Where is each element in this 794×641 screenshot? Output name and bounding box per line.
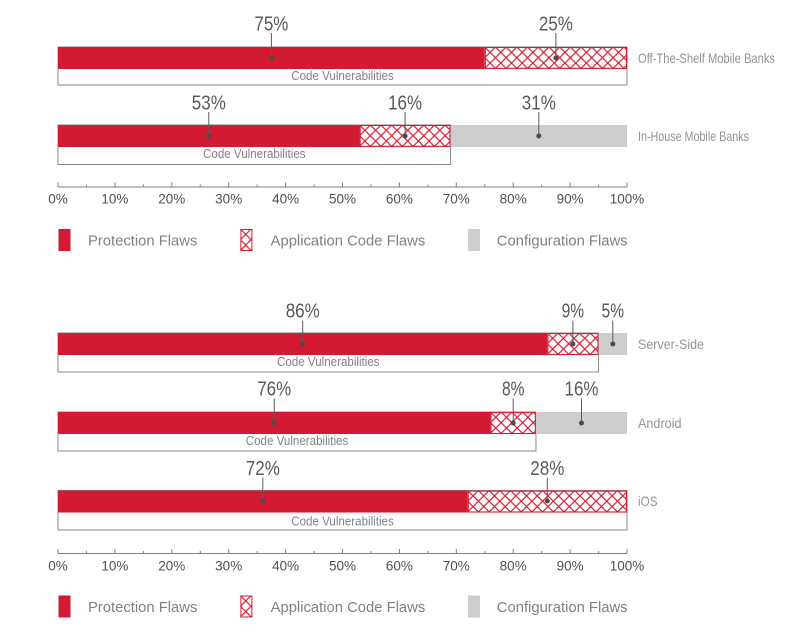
svg-text:16%: 16% [565,379,599,401]
svg-text:90%: 90% [557,559,584,574]
svg-text:20%: 20% [158,559,185,574]
svg-text:0%: 0% [48,192,68,207]
svg-text:90%: 90% [557,192,584,207]
svg-text:In-House Mobile Banks: In-House Mobile Banks [638,128,749,144]
svg-text:Code Vulnerabilities: Code Vulnerabilities [291,514,394,529]
svg-text:100%: 100% [610,192,645,207]
svg-text:8%: 8% [502,379,525,401]
svg-text:Configuration Flaws: Configuration Flaws [497,234,628,250]
svg-text:Configuration Flaws: Configuration Flaws [497,600,628,616]
svg-text:72%: 72% [246,458,280,480]
svg-text:0%: 0% [48,559,68,574]
svg-text:10%: 10% [101,559,128,574]
svg-text:Code Vulnerabilities: Code Vulnerabilities [291,68,394,83]
svg-text:31%: 31% [522,92,556,114]
svg-text:Protection Flaws: Protection Flaws [88,234,197,250]
svg-text:80%: 80% [500,192,527,207]
svg-text:76%: 76% [257,379,291,401]
svg-text:9%: 9% [562,301,585,323]
svg-text:10%: 10% [101,192,128,207]
svg-text:50%: 50% [329,192,356,207]
svg-text:60%: 60% [386,192,413,207]
svg-text:70%: 70% [443,559,470,574]
svg-text:30%: 30% [215,559,242,574]
svg-text:16%: 16% [388,92,422,114]
svg-text:40%: 40% [272,559,299,574]
svg-text:Code Vulnerabilities: Code Vulnerabilities [246,433,349,448]
svg-text:25%: 25% [539,14,573,36]
svg-text:Application Code Flaws: Application Code Flaws [271,234,426,250]
svg-text:5%: 5% [602,301,625,323]
svg-text:Code Vulnerabilities: Code Vulnerabilities [277,354,380,369]
svg-text:50%: 50% [329,559,356,574]
svg-text:Code Vulnerabilities: Code Vulnerabilities [203,146,306,161]
svg-text:30%: 30% [215,192,242,207]
svg-text:60%: 60% [386,559,413,574]
svg-text:70%: 70% [443,192,470,207]
svg-text:28%: 28% [530,458,564,480]
svg-text:53%: 53% [192,92,226,114]
svg-text:75%: 75% [254,14,288,36]
svg-text:Protection Flaws: Protection Flaws [88,600,197,616]
svg-text:Off-The-Shelf Mobile Banks: Off-The-Shelf Mobile Banks [638,50,775,66]
svg-text:iOS: iOS [638,493,658,509]
svg-text:Application Code Flaws: Application Code Flaws [271,600,426,616]
svg-text:86%: 86% [286,301,320,323]
svg-text:Android: Android [638,415,682,431]
svg-text:100%: 100% [610,559,645,574]
svg-text:80%: 80% [500,559,527,574]
svg-text:20%: 20% [158,192,185,207]
svg-text:40%: 40% [272,192,299,207]
svg-text:Server-Side: Server-Side [638,336,704,352]
